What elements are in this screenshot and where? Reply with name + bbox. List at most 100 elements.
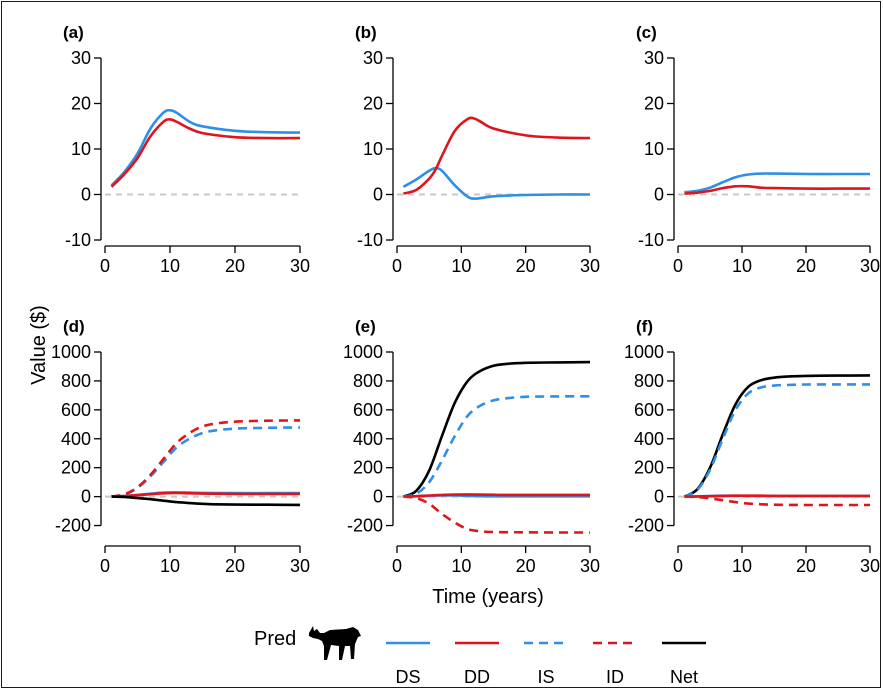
series-line-ds: [684, 172, 870, 194]
series-line-dd: [403, 116, 591, 195]
y-tick-label: 0: [81, 185, 91, 205]
y-axis-label: Value ($): [28, 305, 50, 385]
x-tick-label: 20: [516, 256, 536, 276]
series-line-net: [111, 495, 301, 507]
panel-letter: (f): [636, 317, 653, 336]
x-tick-label: 20: [796, 556, 816, 576]
series-line-id: [111, 419, 301, 498]
y-tick-label: 0: [654, 487, 664, 507]
y-tick-label: 0: [373, 185, 383, 205]
legend-entry-ds: DS: [386, 641, 430, 687]
x-tick-label: 0: [392, 556, 402, 576]
series-line-is: [683, 383, 870, 498]
series-line-dd: [684, 184, 870, 195]
x-tick-label: 10: [451, 256, 471, 276]
x-tick-label: 30: [290, 256, 310, 276]
y-tick-label: -10: [65, 230, 91, 250]
legend-label: ID: [606, 667, 624, 687]
y-tick-label: 10: [71, 139, 91, 159]
panel-letter: (e): [355, 317, 376, 336]
legend-label: Net: [670, 667, 698, 687]
y-tick-label: 0: [81, 487, 91, 507]
x-tick-label: 20: [225, 256, 245, 276]
x-tick-label: 10: [160, 256, 180, 276]
legend-entry-id: ID: [593, 641, 637, 687]
legend-entry-net: Net: [662, 641, 706, 687]
series-line-ds: [402, 166, 591, 200]
x-tick-label: 30: [290, 556, 310, 576]
y-tick-label: -200: [55, 516, 91, 536]
wolf-silhouette-icon: [309, 626, 361, 660]
x-tick-label: 30: [860, 256, 880, 276]
panel-c: (c) -10 0 10 20 30 0 10 20 30: [636, 23, 880, 276]
y-tick-label: 20: [644, 94, 664, 114]
x-tick-label: 20: [796, 256, 816, 276]
x-tick-label: 30: [860, 556, 880, 576]
y-tick-label: 800: [353, 371, 383, 391]
y-tick-label: 600: [634, 400, 664, 420]
y-tick-label: 200: [353, 458, 383, 478]
series-line-dd: [111, 491, 300, 498]
panel-f: (f) -200 0 200 400 600 800 1000 0 10 20 30: [624, 317, 880, 576]
x-axis-label: Time (years): [432, 586, 543, 608]
y-tick-label: 200: [634, 458, 664, 478]
x-tick-label: 30: [580, 256, 600, 276]
x-tick-label: 0: [100, 556, 110, 576]
y-tick-label: 0: [373, 487, 383, 507]
series-line-dd: [110, 118, 301, 188]
series-line-net: [402, 360, 591, 498]
panel-letter: (d): [63, 317, 85, 336]
x-tick-label: 0: [673, 556, 683, 576]
y-tick-label: 20: [71, 94, 91, 114]
legend-label: DD: [464, 667, 490, 687]
y-tick-label: 1000: [343, 342, 383, 362]
y-tick-label: 800: [61, 371, 91, 391]
legend: Pred DS DD IS ID Net: [254, 626, 706, 687]
series-line-dd: [684, 494, 870, 498]
panel-letter: (b): [355, 23, 377, 42]
y-tick-label: 30: [644, 48, 664, 68]
y-tick-label: 400: [353, 429, 383, 449]
x-tick-label: 10: [732, 256, 752, 276]
legend-title: Pred: [254, 628, 296, 650]
x-tick-label: 0: [100, 256, 110, 276]
y-tick-label: 30: [363, 48, 383, 68]
legend-label: DS: [395, 667, 420, 687]
y-tick-label: -10: [638, 230, 664, 250]
y-tick-label: -10: [357, 230, 383, 250]
y-tick-label: 1000: [624, 342, 664, 362]
x-tick-label: 0: [673, 256, 683, 276]
series-line-ds: [110, 108, 301, 187]
y-tick-label: -200: [347, 516, 383, 536]
x-tick-label: 20: [516, 556, 536, 576]
panel-e: (e) -200 0 200 400 600 800 1000 0 10 20 30: [343, 317, 600, 576]
panel-b: (b) -10 0 10 20 30 0 10 20 30: [355, 23, 600, 276]
legend-entry-dd: DD: [455, 641, 499, 687]
x-tick-label: 10: [160, 556, 180, 576]
y-tick-label: 200: [61, 458, 91, 478]
y-tick-label: 400: [61, 429, 91, 449]
y-tick-label: -200: [628, 516, 664, 536]
series-line-id: [403, 495, 590, 534]
x-tick-label: 0: [392, 256, 402, 276]
series-line-net: [683, 374, 871, 498]
y-tick-label: 0: [654, 185, 664, 205]
y-tick-label: 10: [363, 139, 383, 159]
series-line-is: [111, 426, 301, 498]
series-line-is: [403, 395, 591, 498]
y-tick-label: 600: [61, 400, 91, 420]
y-tick-label: 10: [644, 139, 664, 159]
series-line-id: [684, 495, 870, 507]
y-tick-label: 1000: [51, 342, 91, 362]
panel-d: (d) -200 0 200 400 600 800 1000 0 10 20 30: [51, 317, 310, 576]
legend-label: IS: [537, 667, 554, 687]
x-tick-label: 30: [580, 556, 600, 576]
y-tick-label: 600: [353, 400, 383, 420]
panel-letter: (a): [63, 23, 84, 42]
x-tick-label: 20: [225, 556, 245, 576]
series-line-dd: [403, 493, 590, 498]
y-tick-label: 800: [634, 371, 664, 391]
panel-letter: (c): [636, 23, 657, 42]
